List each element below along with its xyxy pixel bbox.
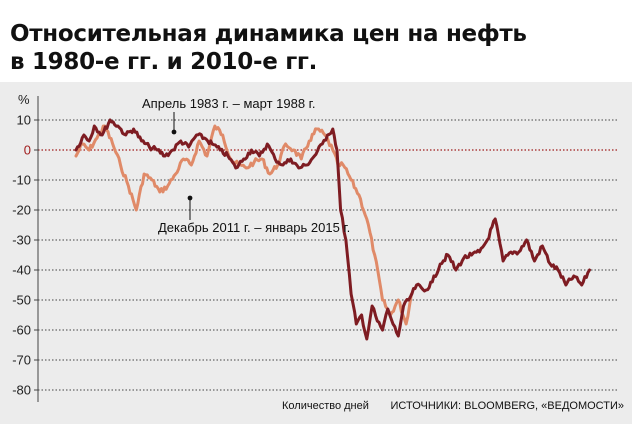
y-tick-label: -80 [12, 383, 31, 398]
gridlines [38, 119, 618, 391]
y-axis: % 10 0 -10 -20 -30 -40 -50 -60 -70 -80 [12, 92, 39, 402]
annotation-2010s-marker [187, 195, 193, 201]
annotation-1980s-marker [171, 129, 177, 135]
x-axis-label: Количество дней [282, 400, 369, 412]
y-tick-label: -60 [12, 323, 31, 338]
y-tick-label: -20 [12, 203, 31, 218]
y-tick-label: -50 [12, 293, 31, 308]
header: Относительная динамика цен на нефть в 19… [0, 0, 632, 82]
title-line-1: Относительная динамика цен на нефть [10, 21, 527, 47]
annotation-1980s: Апрель 1983 г. – март 1988 г. [142, 96, 315, 111]
y-tick-label: 0 [24, 143, 31, 158]
y-tick-label: -10 [12, 173, 31, 188]
annotations: Апрель 1983 г. – март 1988 г. Декабрь 201… [142, 96, 624, 412]
source-note: ИСТОЧНИКИ: BLOOMBERG, «ВЕДОМОСТИ» [391, 400, 625, 412]
plot-area: % 10 0 -10 -20 -30 -40 -50 -60 -70 -80 Апрель 1983… [0, 82, 632, 424]
y-tick-label: 10 [17, 113, 31, 128]
y-tick-label: -40 [12, 263, 31, 278]
series-line-2010s [74, 124, 413, 326]
chart-title: Относительная динамика цен на нефть в 19… [10, 20, 610, 76]
y-tick-label: -70 [12, 353, 31, 368]
y-tick-label: -30 [12, 233, 31, 248]
y-axis-label: % [18, 92, 30, 107]
annotation-2010s: Декабрь 2011 г. – январь 2015 г. [158, 220, 350, 235]
series-line-1980s [74, 118, 591, 341]
title-line-2: в 1980-е гг. и 2010-е гг. [10, 49, 318, 75]
series-lines [74, 118, 591, 341]
chart-svg: % 10 0 -10 -20 -30 -40 -50 -60 -70 -80 Апрель 1983… [12, 92, 624, 412]
